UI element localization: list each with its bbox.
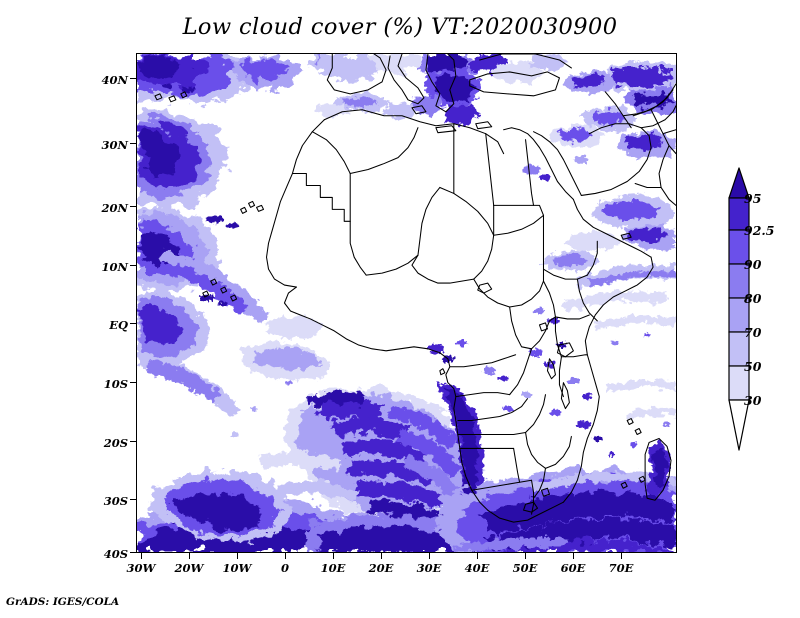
x-tick-label: 0 bbox=[280, 561, 289, 575]
y-tick-label: 20N bbox=[101, 201, 128, 215]
x-tick bbox=[189, 553, 191, 559]
x-tick-label: 20E bbox=[368, 561, 394, 575]
y-tick bbox=[130, 382, 136, 384]
y-tick-label: 20S bbox=[103, 436, 128, 450]
x-tick bbox=[285, 553, 287, 559]
page-title: Low cloud cover (%) VT:2020030900 bbox=[182, 14, 618, 40]
x-tick-label: 20W bbox=[174, 561, 204, 575]
x-tick-label: 60E bbox=[560, 561, 586, 575]
footer-credit: GrADS: IGES/COLA bbox=[6, 596, 120, 608]
colorbar-tick-label: 92.5 bbox=[744, 223, 775, 238]
colorbar-tick-label: 80 bbox=[744, 291, 762, 306]
colorbar-tick-label: 30 bbox=[744, 393, 762, 408]
x-tick bbox=[237, 553, 239, 559]
x-tick-label: 50E bbox=[512, 561, 538, 575]
x-tick bbox=[381, 553, 383, 559]
y-tick-label: 40S bbox=[103, 547, 128, 561]
x-tick-label: 40E bbox=[464, 561, 490, 575]
x-tick-label: 30W bbox=[126, 561, 156, 575]
map-plot-area bbox=[136, 53, 677, 553]
x-tick bbox=[621, 553, 623, 559]
colorbar-legend: 95 92.5 90 80 70 50 30 bbox=[715, 160, 795, 460]
x-tick bbox=[525, 553, 527, 559]
cloud-cover-map bbox=[137, 54, 676, 552]
y-tick-label: 30S bbox=[103, 494, 128, 508]
x-tick bbox=[573, 553, 575, 559]
y-tick bbox=[130, 499, 136, 501]
x-tick-label: 70E bbox=[608, 561, 634, 575]
x-tick bbox=[333, 553, 335, 559]
y-tick-label: 10N bbox=[101, 260, 128, 274]
colorbar-tick-label: 50 bbox=[744, 359, 762, 374]
x-tick-label: 10E bbox=[320, 561, 346, 575]
y-tick-label: EQ bbox=[109, 318, 128, 332]
colorbar-tick-label: 70 bbox=[744, 325, 762, 340]
colorbar-tick-label: 90 bbox=[744, 257, 762, 272]
x-tick bbox=[429, 553, 431, 559]
y-tick bbox=[130, 552, 136, 554]
y-tick-label: 40N bbox=[101, 73, 128, 87]
x-tick-label: 10W bbox=[222, 561, 252, 575]
y-tick bbox=[130, 143, 136, 145]
y-tick-label: 30N bbox=[101, 138, 128, 152]
x-tick bbox=[477, 553, 479, 559]
x-tick-label: 30E bbox=[416, 561, 442, 575]
y-tick bbox=[130, 206, 136, 208]
colorbar-band-below-30 bbox=[728, 399, 750, 451]
y-tick bbox=[130, 78, 136, 80]
y-tick bbox=[130, 441, 136, 443]
colorbar-swatches bbox=[728, 167, 750, 451]
y-tick-label: 10S bbox=[103, 377, 128, 391]
colorbar-tick-label: 95 bbox=[744, 191, 762, 206]
x-tick bbox=[141, 553, 143, 559]
y-tick bbox=[130, 323, 136, 325]
y-tick bbox=[130, 265, 136, 267]
